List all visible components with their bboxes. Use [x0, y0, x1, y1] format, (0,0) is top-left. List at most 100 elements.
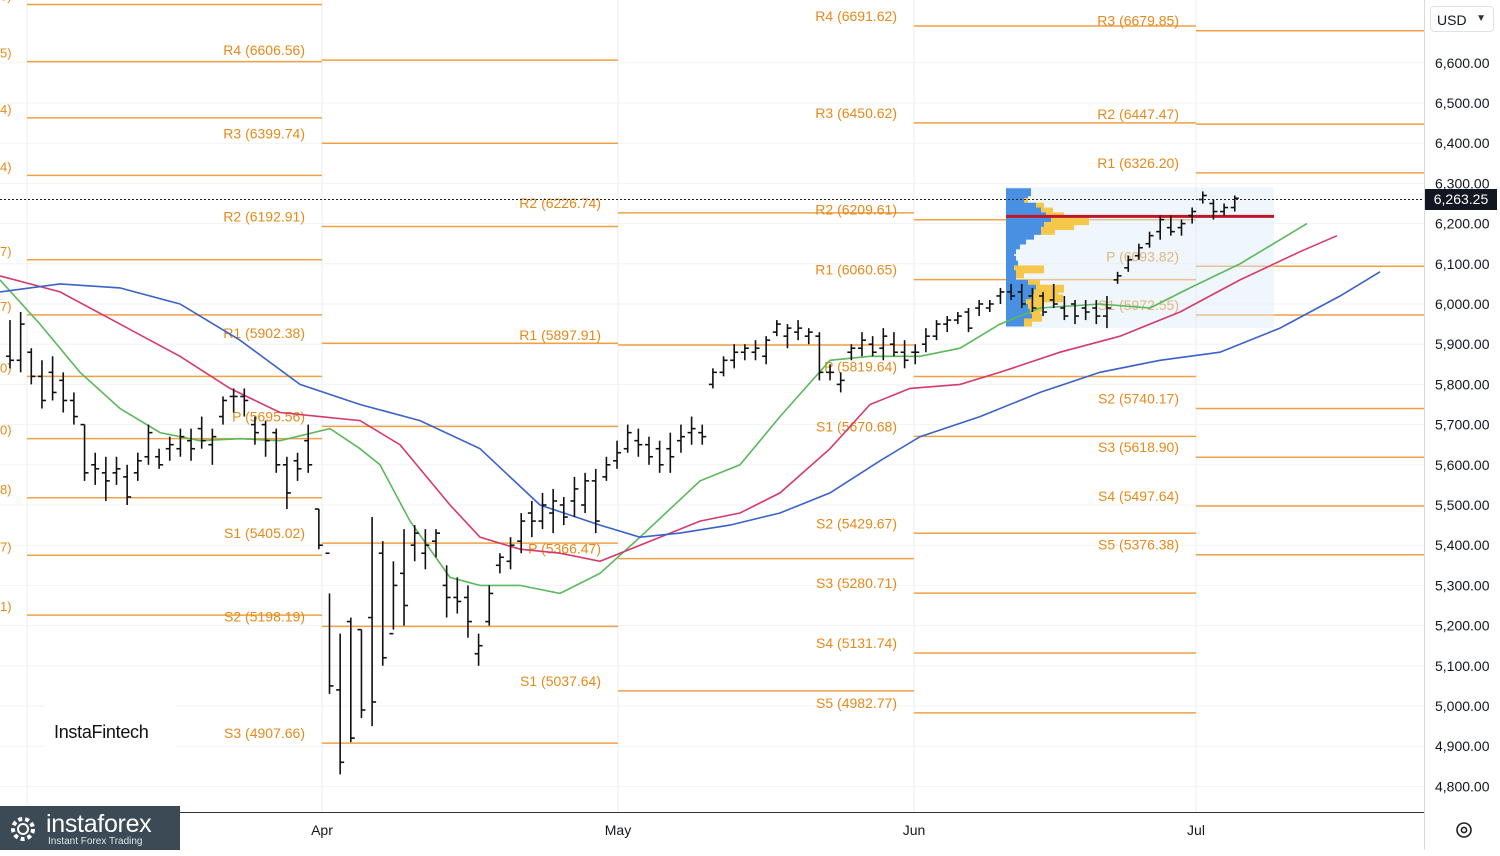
ohlc-bar — [1071, 299, 1079, 325]
ohlc-bar — [858, 332, 866, 357]
time-tick-label: Apr — [311, 822, 333, 838]
ohlc-bar — [314, 508, 323, 550]
ohlc-bar — [602, 456, 611, 481]
volume-profile-bar-blue — [1006, 217, 1051, 226]
ohlc-bar — [1177, 219, 1186, 236]
volume-profile-bar-yellow — [1034, 289, 1058, 298]
ohlc-bar — [27, 348, 36, 385]
ohlc-bar — [581, 472, 590, 514]
pivot-label: R1 (6060.65) — [815, 262, 897, 278]
ohlc-bar — [463, 585, 472, 638]
ohlc-bar — [794, 320, 803, 341]
volume-profile-bar-blue — [1006, 236, 1026, 245]
currency-select[interactable]: USD ▼ — [1430, 6, 1494, 32]
ohlc-bar — [1007, 283, 1016, 300]
pivot-label-prev: 4) — [0, 159, 12, 174]
ohlc-bar — [868, 336, 877, 357]
price-chart-area[interactable]: 6) 5) 4) 4) 7) 7) 0) 0) 8) 7) 1) R4 (6606.56) R3 (63… — [0, 0, 1424, 812]
price-tick-label: 6,100.00 — [1435, 256, 1490, 272]
volume-profile-bar-blue — [1006, 222, 1044, 231]
ohlc-bar — [549, 488, 558, 534]
price-tick-label: 5,800.00 — [1435, 376, 1490, 392]
ohlc-bar — [1028, 287, 1037, 313]
pivot-label: P (5695.56) — [232, 408, 305, 424]
ohlc-bar — [240, 388, 249, 417]
ohlc-bar — [645, 436, 653, 465]
ohlc-bar — [559, 496, 568, 526]
ohlc-bar — [943, 316, 952, 333]
current-price-tag: 6,263.25 — [1425, 189, 1497, 210]
price-tick-label: 5,400.00 — [1435, 537, 1490, 553]
ohlc-bar — [1049, 283, 1058, 309]
ohlc-bar — [133, 452, 142, 481]
volume-profile-bar-blue — [1006, 265, 1014, 274]
pivot-label: S2 (5429.67) — [816, 515, 897, 531]
volume-profile-bar-yellow — [1016, 270, 1024, 279]
price-tick-label: 5,300.00 — [1435, 577, 1490, 593]
ohlc-bar — [996, 287, 1005, 304]
volume-profile-bar-yellow — [1044, 222, 1074, 231]
ohlc-bar — [591, 468, 600, 534]
volume-profile-bar-blue — [1006, 255, 1016, 264]
ohlc-bar — [953, 312, 962, 325]
price-axis[interactable]: 6,600.00 6,500.00 6,400.00 6,300.00 6,200.00… — [1424, 0, 1500, 850]
ohlc-bar — [1017, 283, 1026, 309]
ohlc-bar — [165, 436, 174, 461]
time-axis[interactable]: Apr May Jun Jul — [0, 812, 1424, 851]
pivot-label-prev: 0) — [0, 360, 12, 375]
volume-profile-bar-blue — [1006, 294, 1031, 303]
volume-profile-bar-yellow — [1030, 308, 1040, 317]
volume-profile-bar-blue — [1006, 202, 1036, 211]
ohlc-bar — [485, 585, 494, 626]
ohlc-bar — [410, 525, 419, 562]
pivot-label-prev: 5) — [0, 46, 12, 61]
volume-profile-bar-blue — [1006, 226, 1041, 235]
pivot-label: R3 (6679.85) — [1097, 13, 1179, 29]
ohlc-bar — [634, 428, 643, 457]
ohlc-bar — [219, 396, 227, 425]
volume-profile-bar-yellow — [1036, 202, 1044, 211]
pivot-label: S3 (5618.90) — [1098, 439, 1179, 455]
volume-profile-bar-blue — [1006, 270, 1016, 279]
pivot-label: S2 (5198.19) — [224, 608, 305, 624]
price-tick-label: 5,200.00 — [1435, 618, 1490, 634]
ohlc-bar — [208, 428, 217, 465]
ohlc-bar — [698, 424, 707, 445]
ohlc-bar — [1113, 271, 1122, 284]
instafintech-watermark: InstaFintech — [44, 696, 176, 768]
ohlc-bar — [1230, 195, 1239, 212]
ohlc-bar — [1092, 299, 1101, 325]
ohlc-bar — [474, 633, 483, 666]
volume-profile-bar-yellow — [1024, 197, 1028, 206]
volume-profile-bar-blue — [1006, 279, 1028, 288]
volume-profile-bar-yellow — [1028, 279, 1040, 288]
ohlc-bar — [304, 424, 313, 473]
ohlc-bar — [101, 456, 110, 501]
volume-profile-bar-blue — [1006, 250, 1014, 259]
ohlc-bar — [91, 452, 100, 485]
ohlc-bar — [708, 368, 717, 389]
settings-icon[interactable] — [1452, 818, 1476, 842]
ohlc-bar — [815, 332, 824, 381]
price-tick-label: 6,600.00 — [1435, 55, 1490, 71]
ohlc-bar — [421, 529, 430, 570]
moving-average-line — [0, 222, 1308, 595]
ohlc-bar — [1166, 215, 1175, 236]
ohlc-bar — [623, 424, 632, 453]
ohlc-bar — [932, 320, 941, 341]
volume-profile-bar-yellow — [1032, 313, 1042, 322]
price-tick-label: 6,400.00 — [1435, 135, 1490, 151]
volume-profile-bar-blue — [1006, 299, 1026, 308]
ohlc-bar — [964, 308, 973, 333]
volume-profile-bar-yellow — [1036, 284, 1064, 293]
instaforex-sub: Instant Forex Trading — [48, 836, 143, 847]
price-tick-label: 5,100.00 — [1435, 658, 1490, 674]
pivot-label: S4 (5497.64) — [1098, 488, 1179, 504]
pivot-label: S5 (4982.77) — [816, 695, 897, 711]
price-tick-label: 5,900.00 — [1435, 336, 1490, 352]
ohlc-bar — [368, 517, 377, 727]
volume-profile-bar-blue — [1006, 188, 1031, 197]
instaforex-logo: instaforex Instant Forex Trading — [0, 806, 180, 850]
ohlc-bar — [879, 328, 888, 361]
price-tick-label: 6,500.00 — [1435, 95, 1490, 111]
